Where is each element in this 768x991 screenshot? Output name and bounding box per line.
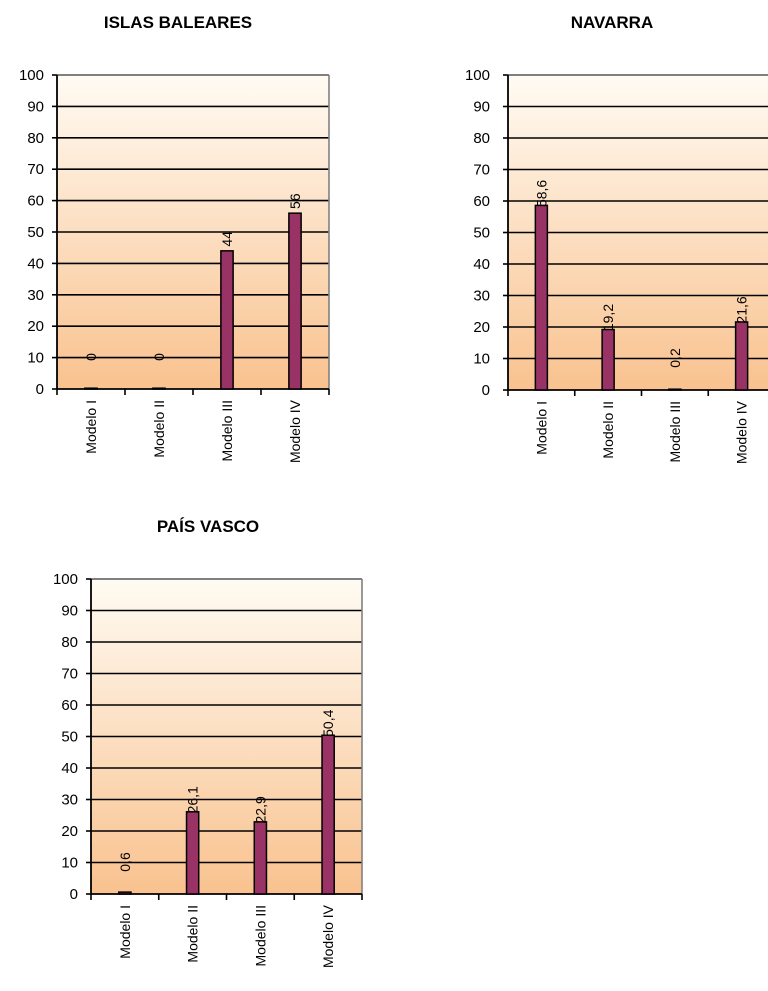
y-tick-label: 80: [61, 634, 78, 651]
x-category-label: Modelo II: [600, 401, 616, 459]
chart-title: NAVARRA: [571, 13, 653, 32]
data-label: 44: [219, 231, 235, 247]
y-tick-label: 10: [61, 855, 78, 872]
y-tick-label: 20: [473, 319, 490, 336]
y-tick-label: 60: [61, 697, 78, 714]
x-category-label: Modelo IV: [320, 904, 336, 968]
y-tick-label: 0: [36, 381, 44, 398]
bar: [253, 821, 268, 895]
y-tick-label: 20: [27, 318, 44, 335]
y-tick-label: 30: [473, 288, 490, 305]
x-category-label: Modelo I: [117, 905, 133, 959]
bar: [321, 734, 335, 895]
data-label: 58,6: [533, 180, 549, 207]
x-category-label: Modelo I: [533, 401, 549, 455]
bar: [734, 321, 749, 391]
x-category-label: Modelo I: [83, 400, 99, 454]
y-tick-label: 70: [473, 162, 490, 179]
y-tick-label: 100: [465, 67, 490, 84]
y-tick-label: 30: [27, 287, 44, 304]
y-tick-label: 100: [53, 571, 78, 588]
bar: [84, 387, 98, 390]
y-tick-label: 10: [27, 350, 44, 367]
bar: [601, 328, 615, 391]
bar: [185, 811, 200, 895]
chart-title: ISLAS BALEARES: [104, 13, 252, 32]
y-tick-label: 10: [473, 351, 490, 368]
y-tick-label: 80: [27, 130, 44, 147]
data-label: 56: [287, 193, 303, 209]
bar: [152, 387, 166, 390]
chart-panel: NAVARRA 0 10 20 30 40 50 60 70 80 90 100 58,6 Modelo …: [465, 13, 768, 464]
y-tick-label: 20: [61, 823, 78, 840]
y-tick-label: 50: [61, 729, 78, 746]
y-tick-label: 50: [27, 224, 44, 241]
x-category-label: Modelo III: [252, 905, 268, 966]
x-category-label: Modelo III: [667, 401, 683, 462]
y-tick-label: 40: [61, 760, 78, 777]
x-category-label: Modelo II: [151, 400, 167, 458]
chart-panel: PAÍS VASCO 0 10 20 30 40 50 60 70 80 90 100 0,6 Model…: [53, 517, 363, 968]
bar: [288, 212, 302, 390]
data-label: 22,9: [252, 796, 268, 823]
bar: [668, 388, 682, 391]
data-label: 50,4: [320, 709, 336, 736]
bar: [534, 204, 549, 391]
data-label: 0,6: [117, 852, 133, 872]
y-tick-label: 0: [482, 382, 490, 399]
bar: [220, 250, 234, 390]
data-label: 26,1: [185, 786, 201, 813]
y-tick-label: 40: [473, 256, 490, 273]
data-label: 0: [151, 353, 167, 361]
y-tick-label: 0: [70, 886, 78, 903]
y-tick-label: 60: [473, 193, 490, 210]
y-tick-label: 70: [27, 161, 44, 178]
y-tick-label: 40: [27, 255, 44, 272]
y-tick-label: 60: [27, 193, 44, 210]
data-label: 0,2: [667, 348, 683, 368]
y-tick-label: 90: [473, 99, 490, 116]
y-tick-label: 80: [473, 130, 490, 147]
bar: [118, 891, 132, 895]
y-tick-label: 70: [61, 666, 78, 683]
y-tick-label: 90: [27, 98, 44, 115]
data-label: 0: [83, 353, 99, 361]
y-tick-label: 90: [61, 603, 78, 620]
x-category-label: Modelo III: [219, 400, 235, 461]
y-tick-label: 30: [61, 792, 78, 809]
x-category-label: Modelo IV: [287, 399, 303, 463]
x-category-label: Modelo II: [185, 905, 201, 963]
y-tick-label: 50: [473, 225, 490, 242]
chart-panel: ISLAS BALEARES 0 10 20 30 40 50 60 70 80 90 100 0 Mod…: [19, 13, 330, 463]
x-category-label: Modelo IV: [734, 400, 750, 464]
y-tick-label: 100: [19, 67, 44, 84]
data-label: 19,2: [600, 304, 616, 331]
data-label: 21,6: [734, 296, 750, 323]
chart-title: PAÍS VASCO: [157, 517, 259, 536]
